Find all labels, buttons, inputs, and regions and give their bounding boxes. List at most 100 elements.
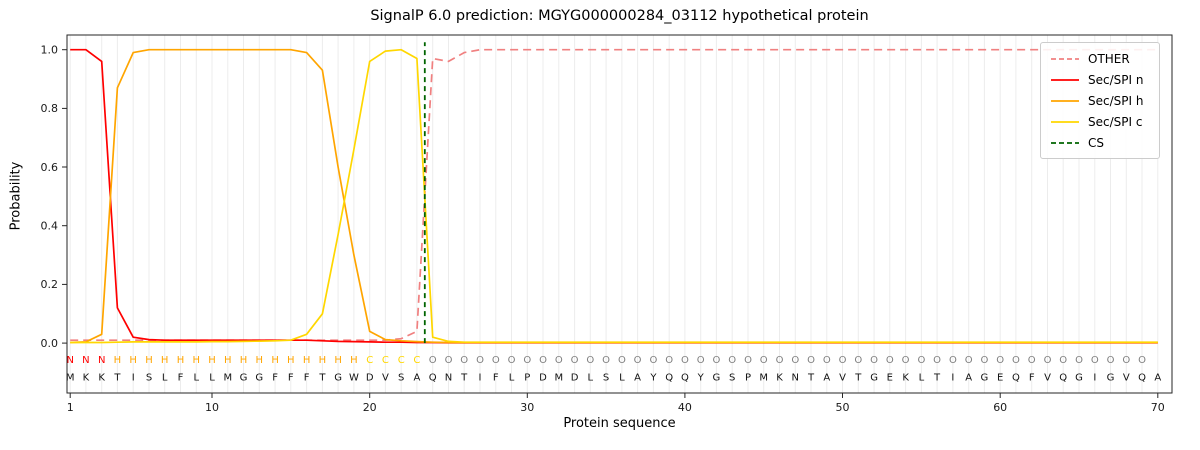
sequence-letter: D bbox=[539, 372, 547, 383]
series-line-sec-spi-c bbox=[70, 48, 1158, 344]
sequence-letter: V bbox=[1044, 372, 1051, 383]
sequence-letter: K bbox=[98, 372, 105, 383]
sequence-letter: T bbox=[854, 372, 862, 383]
x-tick-label: 10 bbox=[205, 401, 219, 414]
region-letter: O bbox=[965, 355, 973, 366]
region-letter: O bbox=[1028, 355, 1036, 366]
x-axis-label: Protein sequence bbox=[563, 416, 676, 431]
series-line-sec-spi-h bbox=[70, 48, 1158, 344]
region-letter: O bbox=[712, 355, 720, 366]
legend-line-sample bbox=[1051, 120, 1079, 123]
region-letter: O bbox=[1044, 355, 1052, 366]
region-letter: O bbox=[429, 355, 437, 366]
region-letter: H bbox=[193, 355, 201, 366]
sequence-letter: A bbox=[965, 372, 972, 383]
region-letter: H bbox=[271, 355, 279, 366]
region-letter: C bbox=[382, 355, 389, 366]
sequence-letter: T bbox=[318, 372, 326, 383]
region-letter: O bbox=[744, 355, 752, 366]
region-letter: H bbox=[350, 355, 358, 366]
legend-label: Sec/SPI h bbox=[1088, 93, 1144, 108]
sequence-letter: P bbox=[745, 372, 751, 383]
y-tick-label: 0.0 bbox=[41, 337, 59, 350]
sequence-letter: V bbox=[839, 372, 846, 383]
sequence-letter: D bbox=[571, 372, 579, 383]
region-letter: O bbox=[618, 355, 626, 366]
sequence-letter: G bbox=[713, 372, 721, 383]
region-letter: H bbox=[114, 355, 122, 366]
sequence-letter: L bbox=[162, 372, 168, 383]
sequence-letter: Q bbox=[429, 372, 437, 383]
sequence-letter: Y bbox=[697, 372, 705, 383]
sequence-letter: G bbox=[240, 372, 248, 383]
y-tick-label: 0.6 bbox=[41, 161, 59, 174]
y-tick-label: 0.2 bbox=[41, 278, 59, 291]
legend-line-sample bbox=[1051, 78, 1079, 81]
sequence-letter: W bbox=[349, 372, 359, 383]
sequence-letter: I bbox=[479, 372, 482, 383]
region-letter: O bbox=[917, 355, 925, 366]
sequence-letter: M bbox=[223, 372, 232, 383]
sequence-letter: L bbox=[588, 372, 594, 383]
region-letter: H bbox=[161, 355, 169, 366]
region-letter: O bbox=[571, 355, 579, 366]
sequence-letter: Q bbox=[1012, 372, 1020, 383]
region-letter: O bbox=[697, 355, 705, 366]
sequence-letter: L bbox=[919, 372, 925, 383]
region-letter: O bbox=[1107, 355, 1115, 366]
x-tick-label: 50 bbox=[836, 401, 850, 414]
sequence-letter: L bbox=[509, 372, 515, 383]
legend-item-sec-spi-c: Sec/SPI c bbox=[1050, 111, 1150, 132]
sequence-letter: L bbox=[619, 372, 625, 383]
region-letter: O bbox=[776, 355, 784, 366]
sequence-letter: T bbox=[113, 372, 121, 383]
region-letter: O bbox=[1075, 355, 1083, 366]
sequence-letter: F bbox=[178, 372, 184, 383]
region-letter: O bbox=[1059, 355, 1067, 366]
sequence-letter: F bbox=[493, 372, 499, 383]
legend: OTHER Sec/SPI n Sec/SPI h Sec/SPI c CS bbox=[1040, 42, 1160, 159]
region-letter: O bbox=[649, 355, 657, 366]
region-letter: H bbox=[303, 355, 311, 366]
sequence-letter: S bbox=[603, 372, 609, 383]
sequence-letter: I bbox=[1093, 372, 1096, 383]
sequence-letter: I bbox=[951, 372, 954, 383]
sequence-letter: M bbox=[66, 372, 75, 383]
region-letter: N bbox=[66, 355, 73, 366]
region-letter: O bbox=[870, 355, 878, 366]
region-letter: O bbox=[1122, 355, 1130, 366]
region-letter: O bbox=[839, 355, 847, 366]
region-letter: O bbox=[996, 355, 1004, 366]
sequence-letter: K bbox=[83, 372, 90, 383]
sequence-letter: Q bbox=[1138, 372, 1146, 383]
x-tick-label: 60 bbox=[993, 401, 1007, 414]
region-letter: O bbox=[523, 355, 531, 366]
sequence-letter: N bbox=[792, 372, 799, 383]
sequence-letter: Y bbox=[649, 372, 657, 383]
region-letter: C bbox=[413, 355, 420, 366]
sequence-letter: S bbox=[729, 372, 735, 383]
region-letter: O bbox=[445, 355, 453, 366]
region-letter: H bbox=[319, 355, 327, 366]
region-letter: O bbox=[980, 355, 988, 366]
region-letter: H bbox=[177, 355, 185, 366]
sequence-letter: N bbox=[445, 372, 452, 383]
region-letter: H bbox=[287, 355, 295, 366]
region-letter: O bbox=[602, 355, 610, 366]
sequence-letter: F bbox=[272, 372, 278, 383]
region-letter: O bbox=[555, 355, 563, 366]
region-letter: N bbox=[82, 355, 89, 366]
x-tick-label: 30 bbox=[520, 401, 534, 414]
y-tick-label: 1.0 bbox=[41, 44, 59, 57]
plot-border bbox=[66, 34, 1173, 394]
sequence-letter: E bbox=[887, 372, 893, 383]
sequence-letter: K bbox=[902, 372, 909, 383]
region-letter: O bbox=[460, 355, 468, 366]
sequence-letter: D bbox=[366, 372, 374, 383]
sequence-letter: I bbox=[132, 372, 135, 383]
region-letter: C bbox=[366, 355, 373, 366]
sequence-letter: S bbox=[398, 372, 404, 383]
sequence-letter: T bbox=[933, 372, 941, 383]
sequence-letter: F bbox=[288, 372, 294, 383]
region-letter: O bbox=[1012, 355, 1020, 366]
